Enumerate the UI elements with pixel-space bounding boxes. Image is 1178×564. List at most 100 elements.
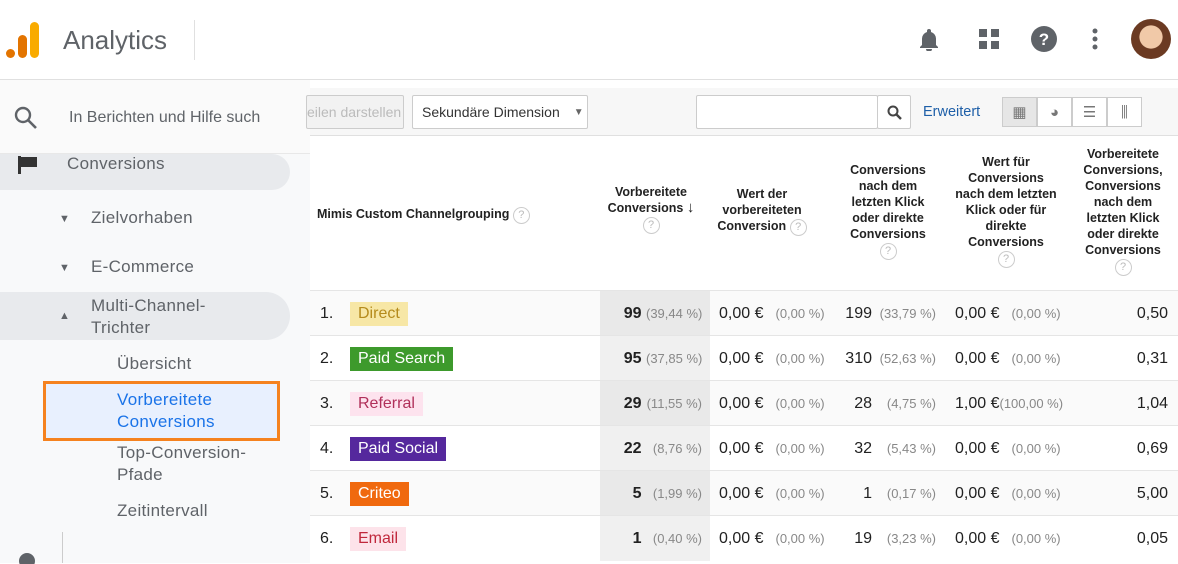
channel-link[interactable]: Email bbox=[350, 526, 407, 551]
divider bbox=[194, 20, 195, 60]
last-click-pct: (0,17 %) bbox=[886, 486, 936, 501]
column-header-channel[interactable]: Mimis Custom Channelgrouping ? bbox=[317, 206, 530, 224]
table-row: 1. Direct 99 (39,44 %) 0,00 € (0,00 %) 19… bbox=[310, 290, 1178, 336]
assisted-value-pct: (0,00 %) bbox=[775, 396, 825, 411]
help-icon[interactable]: ? bbox=[879, 243, 897, 260]
analytics-logo-icon bbox=[6, 22, 39, 58]
bell-icon[interactable] bbox=[916, 26, 942, 52]
last-click-conv-value: 0,00 € bbox=[955, 439, 1000, 457]
last-click-pct: (3,23 %) bbox=[886, 531, 936, 546]
ratio-value: 1,04 bbox=[1136, 394, 1168, 412]
column-header-last-click-value[interactable]: Wert für Conversions nach dem letzten Kl… bbox=[953, 154, 1059, 268]
table-row: 3. Referral 29 (11,55 %) 0,00 € (0,00 %) … bbox=[310, 380, 1178, 426]
apps-grid-icon[interactable] bbox=[976, 26, 1002, 52]
top-header: Analytics ? bbox=[0, 0, 1178, 80]
channel-link[interactable]: Referral bbox=[350, 391, 423, 416]
svg-text:?: ? bbox=[1039, 30, 1049, 49]
help-icon[interactable]: ? bbox=[642, 217, 660, 234]
help-icon[interactable]: ? bbox=[789, 219, 807, 236]
last-click-value: 32 bbox=[854, 439, 872, 457]
assisted-value-pct: (0,00 %) bbox=[775, 486, 825, 501]
assisted-value: 0,00 € bbox=[719, 304, 764, 322]
last-click-conv-value-pct: (0,00 %) bbox=[1011, 306, 1061, 321]
last-click-conv-value: 0,00 € bbox=[955, 484, 1000, 502]
last-click-value: 1 bbox=[863, 484, 872, 502]
last-click-conv-value: 0,00 € bbox=[955, 349, 1000, 367]
last-click-conv-value: 0,00 € bbox=[955, 529, 1000, 547]
assisted-conversions-pct: (8,76 %) bbox=[652, 441, 702, 456]
table-row: 4. Paid Social 22 (8,76 %) 0,00 € (0,00 %… bbox=[310, 425, 1178, 471]
pie-view-icon[interactable]: ◕ bbox=[1037, 97, 1072, 127]
assisted-conversions-pct: (1,99 %) bbox=[652, 486, 702, 501]
gear-icon[interactable] bbox=[16, 550, 38, 564]
caret-down-icon: ▼ bbox=[59, 262, 70, 274]
sidebar-item-mcf-bg[interactable] bbox=[0, 292, 290, 340]
assisted-value: 0,00 € bbox=[719, 394, 764, 412]
secondary-dimension-dropdown[interactable]: Sekundäre Dimension ▼ bbox=[412, 95, 588, 129]
more-vert-icon[interactable] bbox=[1082, 26, 1108, 52]
table-search-button[interactable] bbox=[877, 95, 911, 129]
last-click-value: 19 bbox=[854, 529, 872, 547]
ratio-value: 0,31 bbox=[1136, 349, 1168, 367]
assisted-conversions-pct: (39,44 %) bbox=[646, 306, 703, 321]
sidebar-item-overview[interactable]: Übersicht bbox=[117, 354, 192, 373]
column-header-last-click[interactable]: Conversions nach dem letzten Klick oder … bbox=[838, 162, 938, 260]
sidebar-item-conversions[interactable] bbox=[0, 154, 290, 190]
last-click-conv-value-pct: (0,00 %) bbox=[1011, 441, 1061, 456]
ratio-value: 0,69 bbox=[1136, 439, 1168, 457]
sort-arrow-down-icon: ↓ bbox=[686, 199, 695, 216]
channel-link[interactable]: Criteo bbox=[350, 481, 409, 506]
sidebar-item-time-lag[interactable]: Zeitintervall bbox=[117, 501, 208, 520]
last-click-pct: (33,79 %) bbox=[879, 306, 936, 321]
advanced-link[interactable]: Erweitert bbox=[923, 104, 981, 120]
divider bbox=[62, 532, 63, 563]
help-icon[interactable]: ? bbox=[1031, 26, 1057, 52]
channel-link[interactable]: Paid Search bbox=[350, 346, 454, 371]
table-view-icon[interactable]: ▦ bbox=[1002, 97, 1037, 127]
sidebar-item-zielvorhaben[interactable]: Zielvorhaben bbox=[91, 208, 193, 227]
sidebar-item-ecommerce[interactable]: E-Commerce bbox=[91, 257, 195, 276]
ratio-value: 0,05 bbox=[1136, 529, 1168, 547]
column-header-assisted[interactable]: Vorbereitete Conversions ↓? bbox=[606, 184, 696, 234]
assisted-conversions-pct: (11,55 %) bbox=[646, 396, 702, 411]
last-click-conv-value: 1,00 € bbox=[955, 394, 1000, 412]
sidebar-item-mcf[interactable]: Multi-Channel-Trichter bbox=[91, 296, 206, 337]
help-icon[interactable]: ? bbox=[997, 251, 1015, 268]
performance-view-icon[interactable]: ☰ bbox=[1072, 97, 1107, 127]
sidebar-item-top-paths[interactable]: Top-Conversion-Pfade bbox=[117, 443, 247, 484]
sidebar-item-assisted-conversions[interactable]: Vorbereitete Conversions bbox=[117, 390, 215, 431]
help-icon[interactable]: ? bbox=[1114, 259, 1132, 276]
ratio-value: 0,50 bbox=[1136, 304, 1168, 322]
sidebar-label-conversions: Conversions bbox=[67, 154, 165, 173]
column-header-ratio[interactable]: Vorbereitete Conversions, Conversions na… bbox=[1075, 146, 1171, 276]
sidebar: In Berichten und Hilfe such Conversions … bbox=[0, 80, 310, 564]
assisted-conversions-value: 95 bbox=[623, 349, 642, 367]
row-rank: 6. bbox=[320, 529, 334, 547]
assisted-value: 0,00 € bbox=[719, 349, 764, 367]
channel-link[interactable]: Paid Social bbox=[350, 436, 447, 461]
last-click-pct: (4,75 %) bbox=[886, 396, 936, 411]
row-rank: 5. bbox=[320, 484, 334, 502]
last-click-value: 310 bbox=[845, 349, 872, 367]
assisted-conversions-pct: (37,85 %) bbox=[646, 351, 703, 366]
assisted-conversions-value: 22 bbox=[623, 439, 642, 457]
sidebar-search[interactable]: In Berichten und Hilfe such bbox=[0, 80, 310, 154]
column-header-assisted-value[interactable]: Wert der vorbereiteten Conversion ? bbox=[712, 186, 812, 236]
row-rank: 2. bbox=[320, 349, 334, 367]
table-row: 2. Paid Search 95 (37,85 %) 0,00 € (0,00 … bbox=[310, 335, 1178, 381]
assisted-conversions-value: 5 bbox=[632, 484, 642, 502]
table-row: 5. Criteo 5 (1,99 %) 0,00 € (0,00 %) 1 (0,… bbox=[310, 470, 1178, 516]
search-icon bbox=[887, 105, 902, 120]
plot-rows-button[interactable]: eilen darstellen bbox=[306, 95, 404, 129]
search-input[interactable]: In Berichten und Hilfe such bbox=[69, 109, 261, 126]
help-icon[interactable]: ? bbox=[512, 207, 530, 224]
avatar[interactable] bbox=[1131, 19, 1171, 59]
assisted-value: 0,00 € bbox=[719, 529, 764, 547]
comparison-view-icon[interactable]: ⫼ bbox=[1107, 97, 1142, 127]
caret-up-icon: ▲ bbox=[59, 310, 70, 322]
assisted-conversions-value: 1 bbox=[632, 529, 642, 547]
assisted-value-pct: (0,00 %) bbox=[775, 351, 825, 366]
channel-link[interactable]: Direct bbox=[350, 301, 408, 326]
assisted-value-pct: (0,00 %) bbox=[775, 531, 825, 546]
table-search-input[interactable] bbox=[696, 95, 878, 129]
